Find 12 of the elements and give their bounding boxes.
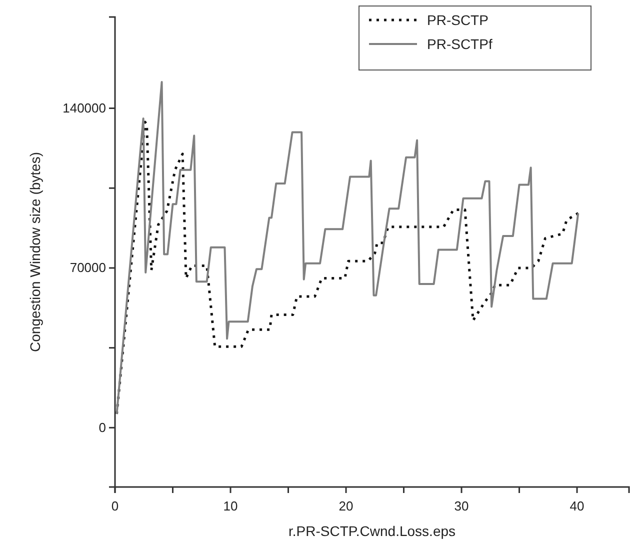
y-axis-title: Congestion Window size (bytes) (27, 152, 43, 352)
x-tick-label: 0 (111, 498, 119, 514)
legend-label: PR-SCTPf (427, 36, 492, 52)
legend-label: PR-SCTP (427, 12, 488, 28)
x-axis-title: r.PR-SCTP.Cwnd.Loss.eps (288, 523, 456, 539)
y-tick-label: 140000 (62, 100, 106, 116)
y-tick-label: 70000 (70, 260, 106, 276)
y-tick-label: 0 (98, 420, 106, 435)
x-tick-label: 40 (570, 498, 584, 514)
x-tick-label: 20 (338, 498, 354, 514)
x-tick-label: 10 (223, 498, 238, 514)
x-tick-label: 30 (454, 498, 469, 514)
